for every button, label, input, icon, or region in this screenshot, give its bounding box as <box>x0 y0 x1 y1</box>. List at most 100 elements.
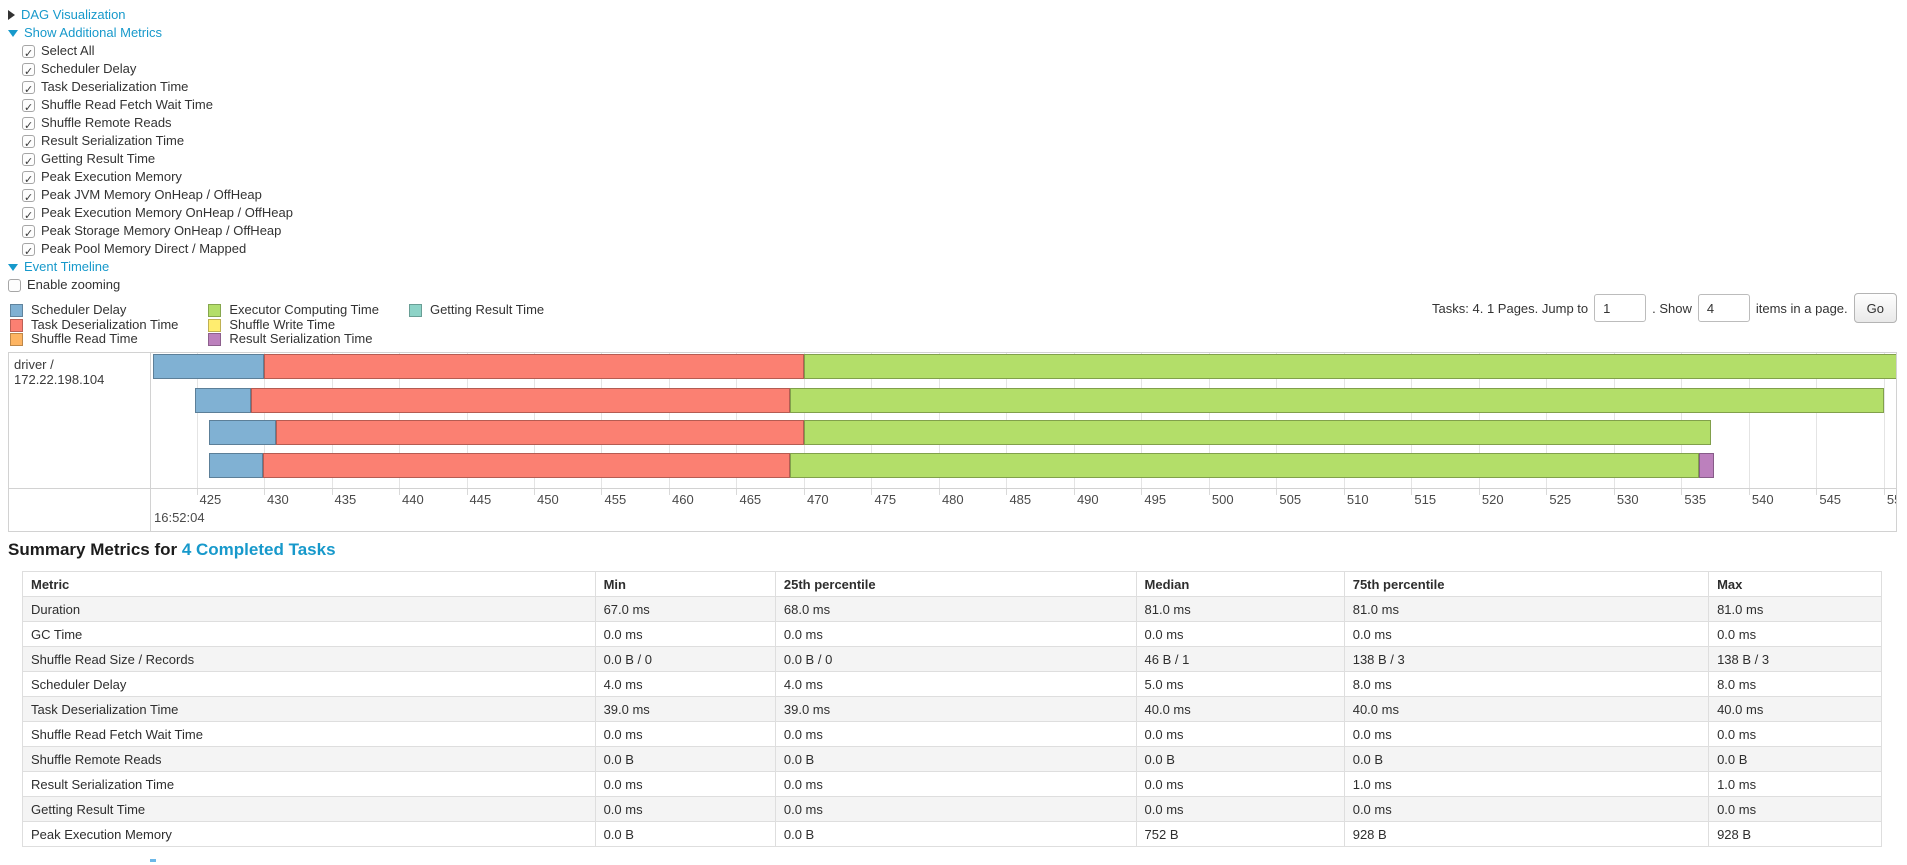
metric-value-cell: 8.0 ms <box>1708 671 1882 697</box>
timeline-gridline <box>196 353 198 488</box>
tasks-count-text: Tasks: 4. 1 Pages. Jump to <box>1432 300 1589 316</box>
table-row: Peak Execution Memory 0.0 B 0.0 B 752 B 928 … <box>22 821 1882 847</box>
task-segment-task-deserialization[interactable] <box>276 420 804 445</box>
items-per-page-input[interactable] <box>1697 294 1750 322</box>
task-segment-executor-computing[interactable] <box>803 420 1712 445</box>
task-segment-executor-computing[interactable] <box>790 453 1699 478</box>
summary-metrics-table: Metric Min 25th percentile Median 75th perce… <box>22 571 1882 847</box>
summary-metrics-table-wrap: Metric Min 25th percentile Median 75th perce… <box>22 571 1882 847</box>
metrics-checkbox-item: Peak Execution Memory OnHeap / OffHeap <box>22 204 293 225</box>
metric-checkbox[interactable] <box>22 134 35 153</box>
task-segment-scheduler-delay[interactable] <box>153 354 265 379</box>
metric-value-cell: 81.0 ms <box>1343 596 1710 622</box>
table-row: Scheduler Delay 4.0 ms 4.0 ms 5.0 ms 8.0 ms 8… <box>22 671 1882 697</box>
metric-checkbox[interactable] <box>22 152 35 171</box>
axis-tick <box>871 489 873 495</box>
metric-name-cell: Getting Result Time <box>22 796 596 822</box>
legend-item: Scheduler Delay <box>10 302 178 318</box>
metric-checkbox-label: Peak Pool Memory Direct / Mapped <box>41 241 247 256</box>
legend-item: Task Deserialization Time <box>10 316 179 333</box>
metric-value-cell: 0.0 ms <box>1135 621 1345 647</box>
metric-value-cell: 0.0 ms <box>1708 621 1882 647</box>
event-timeline-chart: driver / 172.22.198.104 16:52:04 425 430 4… <box>8 352 1897 532</box>
axis-tick <box>264 489 266 495</box>
metric-name-cell: Shuffle Remote Reads <box>22 746 596 772</box>
legend-swatch <box>408 303 422 317</box>
task-segment-task-deserialization[interactable] <box>264 354 804 379</box>
summary-metrics-title: Summary Metrics for 4 Completed Tasks <box>8 540 336 560</box>
task-segment-executor-computing[interactable] <box>803 354 1896 379</box>
items-in-page-text: items in a page. <box>1755 300 1848 316</box>
jump-to-page-input[interactable] <box>1594 294 1647 322</box>
task-segment-scheduler-delay[interactable] <box>208 420 277 445</box>
axis-tick <box>938 489 940 495</box>
metric-checkbox-label: Scheduler Delay <box>41 61 137 76</box>
show-additional-metrics-toggle[interactable]: Show Additional Metrics <box>8 24 293 42</box>
metrics-checkbox-item: Shuffle Read Fetch Wait Time <box>22 96 293 117</box>
metric-value-cell: 138 B / 3 <box>1708 646 1882 672</box>
dag-visualization-toggle[interactable]: DAG Visualization <box>8 6 293 24</box>
metric-value-cell: 0.0 ms <box>1343 721 1710 747</box>
metric-value-cell: 928 B <box>1343 821 1710 847</box>
summary-col-header: Metric <box>22 571 596 597</box>
axis-tick-label: 510 <box>1346 492 1369 507</box>
metric-value-cell: 1.0 ms <box>1708 771 1882 797</box>
task-segment-result-serialization[interactable] <box>1698 453 1714 478</box>
chevron-down-icon <box>8 263 18 271</box>
event-timeline-toggle[interactable]: Event Timeline <box>8 258 293 276</box>
metric-value-cell: 4.0 ms <box>594 671 776 697</box>
metric-checkbox[interactable] <box>22 116 35 135</box>
task-segment-executor-computing[interactable] <box>790 388 1884 413</box>
event-timeline-label: Event Timeline <box>24 259 110 274</box>
legend-label: Task Deserialization Time <box>31 316 179 332</box>
metric-value-cell: 138 B / 3 <box>1343 646 1710 672</box>
task-segment-task-deserialization[interactable] <box>250 388 791 413</box>
metric-checkbox-label: Peak Execution Memory OnHeap / OffHeap <box>41 205 293 220</box>
task-segment-task-deserialization[interactable] <box>262 453 791 478</box>
legend-item: Executor Computing Time <box>208 302 379 318</box>
axis-tick <box>1883 489 1885 495</box>
task-segment-scheduler-delay[interactable] <box>208 453 263 478</box>
metric-value-cell: 68.0 ms <box>774 596 1137 622</box>
metric-checkbox[interactable] <box>22 44 35 63</box>
axis-tick-label: 530 <box>1616 492 1639 507</box>
metric-value-cell: 40.0 ms <box>1343 696 1710 722</box>
metric-checkbox[interactable] <box>22 98 35 117</box>
axis-tick <box>1276 489 1278 495</box>
timeline-gridline <box>1883 353 1885 488</box>
metric-value-cell: 0.0 B <box>1135 746 1345 772</box>
show-text: . Show <box>1652 300 1692 316</box>
metric-checkbox[interactable] <box>22 188 35 207</box>
metric-value-cell: 81.0 ms <box>1708 596 1882 622</box>
metric-name-cell: Shuffle Read Fetch Wait Time <box>22 721 596 747</box>
metric-checkbox-label: Shuffle Remote Reads <box>41 115 172 130</box>
metric-value-cell: 0.0 B <box>774 746 1137 772</box>
chevron-right-icon <box>8 10 15 20</box>
metric-checkbox[interactable] <box>22 62 35 81</box>
go-button[interactable]: Go <box>1853 293 1897 323</box>
table-row: Shuffle Remote Reads 0.0 B 0.0 B 0.0 B 0.0 B… <box>22 746 1882 772</box>
axis-tick-label: 425 <box>199 492 222 507</box>
metric-value-cell: 0.0 ms <box>774 771 1137 797</box>
axis-tick <box>331 489 333 495</box>
metric-checkbox[interactable] <box>22 206 35 225</box>
metric-checkbox[interactable] <box>22 224 35 243</box>
metric-checkbox[interactable] <box>22 80 35 99</box>
metric-value-cell: 0.0 B / 0 <box>774 646 1137 672</box>
metric-checkbox[interactable] <box>22 242 35 261</box>
axis-tick <box>601 489 603 495</box>
metrics-checkbox-item: Scheduler Delay <box>22 60 293 81</box>
metric-value-cell: 67.0 ms <box>594 596 776 622</box>
axis-tick-label: 485 <box>1009 492 1032 507</box>
axis-tick <box>1748 489 1750 495</box>
enable-zooming-checkbox[interactable] <box>8 278 21 292</box>
enable-zooming-label: Enable zooming <box>27 277 121 292</box>
metric-checkbox[interactable] <box>22 170 35 189</box>
completed-tasks-link[interactable]: 4 Completed Tasks <box>181 540 336 559</box>
task-segment-scheduler-delay[interactable] <box>195 388 251 413</box>
axis-tick-label: 460 <box>671 492 694 507</box>
metrics-checkbox-item: Peak JVM Memory OnHeap / OffHeap <box>22 186 293 207</box>
axis-tick <box>1208 489 1210 495</box>
metrics-checkbox-item: Select All <box>22 42 293 63</box>
axis-tick-label: 435 <box>334 492 357 507</box>
